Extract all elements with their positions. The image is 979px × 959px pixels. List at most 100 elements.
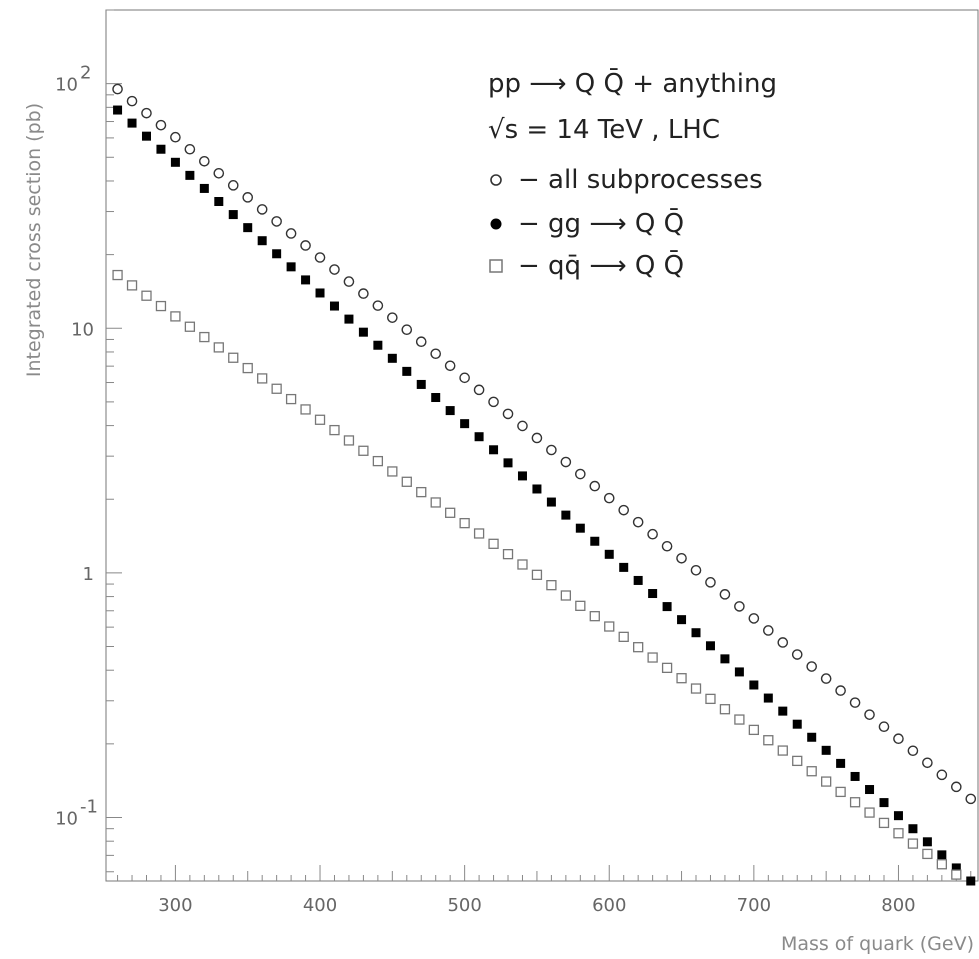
data-point <box>126 95 138 107</box>
data-point <box>460 419 470 429</box>
data-point <box>575 468 586 480</box>
data-point <box>387 312 398 323</box>
x-tick-label: 400 <box>303 895 337 916</box>
data-point <box>141 131 151 141</box>
data-point <box>256 204 268 215</box>
data-point <box>214 197 224 207</box>
data-point <box>503 458 513 468</box>
x-tick-label: 600 <box>592 895 626 916</box>
y-tick-label: 10 <box>71 319 94 340</box>
data-point <box>184 321 196 332</box>
data-point <box>199 183 209 193</box>
data-point <box>112 83 123 95</box>
y-axis-title: Integrated cross section (pb) <box>23 103 45 377</box>
data-point <box>778 706 788 716</box>
data-point <box>228 210 238 220</box>
data-point <box>922 757 933 769</box>
data-point <box>575 523 585 533</box>
data-point <box>285 228 297 239</box>
data-point <box>763 693 773 703</box>
data-point <box>893 811 903 821</box>
data-point <box>633 642 644 653</box>
data-point <box>373 340 383 350</box>
data-point <box>444 360 456 372</box>
data-point <box>184 143 196 155</box>
data-point <box>719 704 731 715</box>
data-point <box>575 600 586 611</box>
data-point <box>589 480 601 492</box>
data-point <box>141 290 152 301</box>
data-point <box>315 288 325 298</box>
y-tick-label: 10 <box>55 75 78 96</box>
data-point <box>864 807 875 818</box>
data-point <box>777 745 788 756</box>
data-point <box>314 252 326 263</box>
data-point <box>517 471 527 481</box>
data-point <box>661 540 673 552</box>
data-point <box>387 353 397 363</box>
data-point <box>213 167 225 179</box>
data-point <box>893 733 904 745</box>
data-point <box>907 838 919 849</box>
data-point <box>705 641 715 651</box>
data-point <box>301 275 311 285</box>
data-point <box>112 269 123 281</box>
data-point <box>488 538 499 549</box>
data-point <box>835 786 846 798</box>
data-point <box>430 348 442 360</box>
data-point <box>286 262 296 272</box>
data-point <box>155 300 167 312</box>
legend-label-gg: − gg ⟶ Q Q̄ <box>518 207 684 239</box>
data-point <box>849 797 861 808</box>
legend-marker-all-subprocesses <box>490 174 502 186</box>
data-point <box>821 776 832 787</box>
data-point <box>763 625 774 636</box>
data-point <box>445 406 455 416</box>
data-point <box>358 288 369 299</box>
data-point <box>416 379 426 389</box>
data-point <box>314 414 326 425</box>
data-point <box>632 516 644 528</box>
data-point <box>372 455 384 467</box>
data-point <box>864 709 875 720</box>
data-point <box>676 552 687 564</box>
data-point <box>489 445 499 455</box>
data-point <box>170 157 180 167</box>
x-tick-label: 300 <box>158 895 192 916</box>
data-point <box>560 456 572 468</box>
data-point <box>908 824 918 834</box>
data-point <box>343 435 355 446</box>
data-point <box>156 144 166 154</box>
data-point <box>358 327 368 337</box>
data-point <box>618 504 630 516</box>
data-point <box>546 497 556 507</box>
plot-frame <box>105 9 979 882</box>
data-point <box>502 408 514 420</box>
data-point <box>691 628 701 638</box>
data-point <box>387 466 398 477</box>
data-point <box>272 249 282 259</box>
data-point <box>546 444 557 456</box>
legend-marker-gg <box>490 218 502 230</box>
data-point <box>271 216 282 227</box>
data-point <box>618 631 629 642</box>
data-point <box>401 324 413 335</box>
data-point <box>170 311 181 322</box>
data-point <box>155 119 167 131</box>
x-axis-ticks: 300 400 500 600 700 800 <box>117 865 972 916</box>
data-point <box>705 693 716 705</box>
data-point <box>127 118 137 128</box>
data-point <box>603 492 615 504</box>
data-point <box>343 276 355 287</box>
data-point <box>966 876 976 886</box>
annotation-process: pp ⟶ Q Q̄ + anything <box>488 67 777 99</box>
data-point <box>517 559 528 570</box>
data-point <box>474 432 484 442</box>
y-tick-label: 10 <box>55 808 78 829</box>
legend-label-all-subprocesses: − all subprocesses <box>518 165 763 195</box>
data-point <box>647 652 658 663</box>
data-point <box>257 373 268 384</box>
data-point <box>561 510 571 520</box>
data-point <box>473 528 485 539</box>
data-point <box>648 589 658 599</box>
